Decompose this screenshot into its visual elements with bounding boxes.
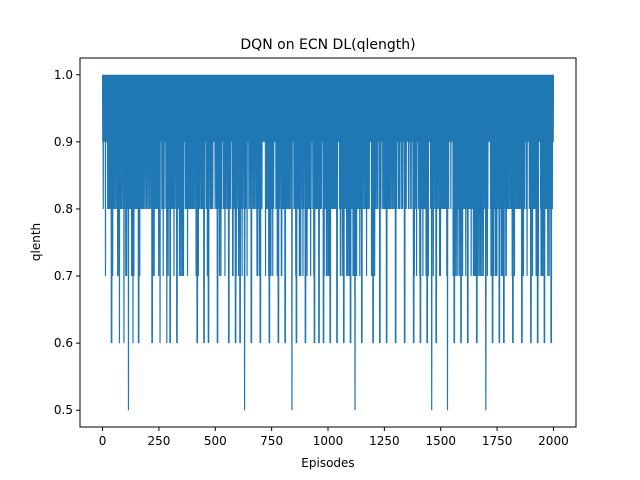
x-tick-label: 1500	[425, 434, 456, 448]
x-tick-label: 250	[147, 434, 170, 448]
x-tick-label: 500	[204, 434, 227, 448]
y-tick-label: 1.0	[54, 68, 73, 82]
x-tick-label: 1750	[482, 434, 513, 448]
y-axis: 0.5 0.6 0.7 0.8 0.9 1.0	[54, 68, 80, 417]
x-tick-label: 1000	[313, 434, 344, 448]
y-axis-label: qlenth	[29, 223, 43, 261]
plot-area	[101, 74, 555, 411]
x-tick-label: 750	[260, 434, 283, 448]
x-tick-label: 0	[99, 434, 107, 448]
x-tick-label: 2000	[538, 434, 569, 448]
x-axis: 0 250 500 750 1000 1250 1500 1750 2000	[99, 427, 569, 448]
x-tick-label: 1250	[369, 434, 400, 448]
y-tick-label: 0.8	[54, 202, 73, 216]
chart-title: DQN on ECN DL(qlength)	[240, 37, 415, 53]
y-tick-label: 0.9	[54, 135, 73, 149]
series-line-qlength	[101, 74, 555, 411]
y-tick-label: 0.5	[54, 403, 73, 417]
y-tick-label: 0.7	[54, 269, 73, 283]
y-tick-label: 0.6	[54, 336, 73, 350]
x-axis-label: Episodes	[301, 456, 354, 470]
